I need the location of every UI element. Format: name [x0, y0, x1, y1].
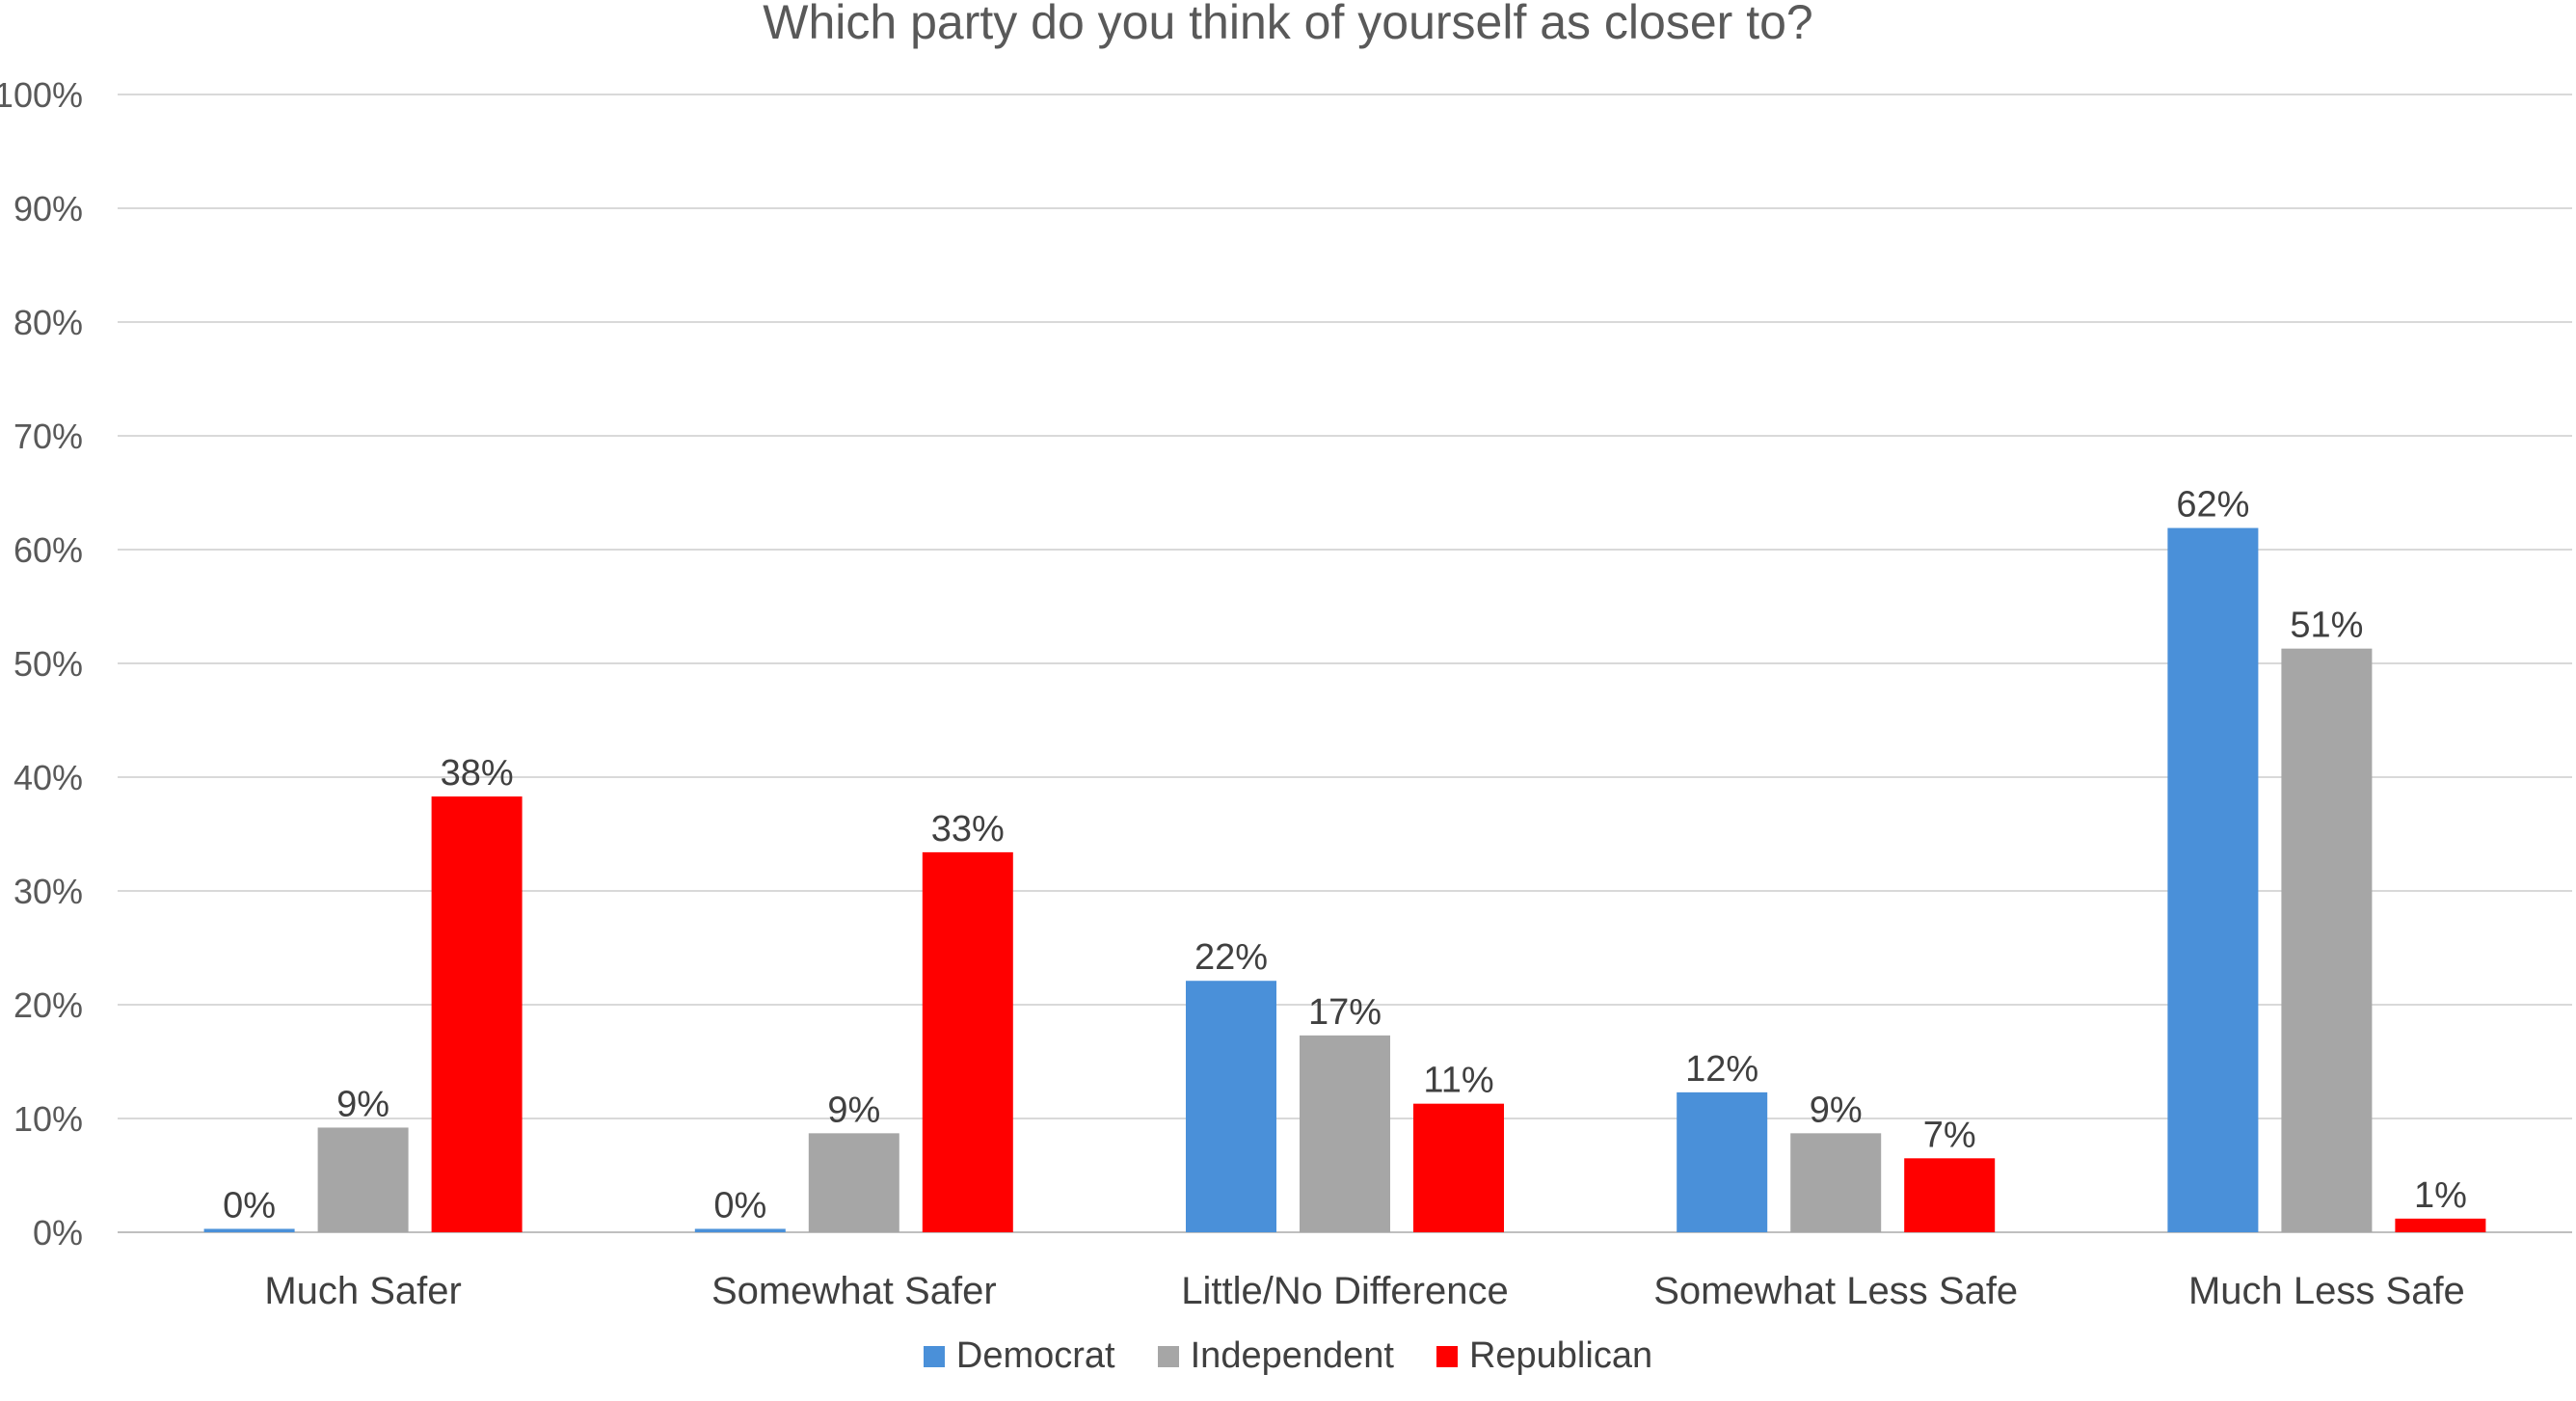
x-tick-label: Much Less Safe [2188, 1270, 2465, 1312]
x-tick-label: Little/No Difference [1181, 1270, 1508, 1312]
legend-entry: Independent [1157, 1335, 1394, 1377]
data-label: 33% [931, 809, 1005, 849]
legend-label: Democrat [955, 1335, 1115, 1376]
bar [317, 1127, 409, 1232]
bar [1677, 1091, 1768, 1232]
data-label: 0% [713, 1185, 766, 1226]
data-label: 9% [1810, 1090, 1863, 1130]
bar [2281, 648, 2373, 1232]
legend-label: Independent [1190, 1335, 1394, 1376]
bar [694, 1228, 786, 1232]
bar [808, 1133, 899, 1232]
bar [2167, 527, 2259, 1232]
data-label: 7% [1923, 1115, 1976, 1155]
y-tick-label: 70% [13, 417, 83, 456]
legend-swatch [1436, 1345, 1458, 1367]
data-label: 12% [1685, 1049, 1758, 1090]
chart-plot: 0% 10% 20% 30% 40% 50% 60% 70% 80% 90% 100% 0% 9% 38%… [0, 75, 2572, 1312]
data-label: 9% [336, 1084, 389, 1124]
x-tick-label: Much Safer [264, 1270, 462, 1312]
x-tick-label: Somewhat Safer [711, 1270, 997, 1312]
chart-title: Which party do you think of yourself as … [763, 0, 1813, 49]
bar [1904, 1158, 1996, 1232]
data-label: 11% [1423, 1061, 1493, 1101]
bar [1300, 1035, 1390, 1232]
bar [1413, 1103, 1504, 1232]
bar [1790, 1133, 1882, 1232]
data-label: 0% [223, 1185, 276, 1226]
y-tick-label: 80% [13, 303, 83, 342]
bar [2395, 1218, 2486, 1232]
y-tick-label: 20% [13, 985, 83, 1025]
data-label: 51% [2290, 606, 2363, 646]
bar [431, 796, 523, 1232]
data-label: 38% [441, 753, 514, 794]
data-label: 62% [2176, 485, 2249, 525]
x-tick-label: Somewhat Less Safe [1653, 1270, 2018, 1312]
y-tick-label: 90% [13, 189, 83, 229]
data-label: 22% [1194, 937, 1268, 978]
legend-entry: Democrat [923, 1335, 1115, 1377]
data-label: 17% [1308, 992, 1382, 1033]
legend-label: Republican [1468, 1335, 1653, 1376]
legend-entry: Republican [1436, 1335, 1652, 1377]
bar [1186, 981, 1276, 1232]
legend: Democrat Independent Republican [0, 1335, 2576, 1377]
bar [203, 1228, 295, 1232]
data-label: 1% [2414, 1175, 2467, 1216]
y-tick-label: 30% [13, 872, 83, 911]
y-tick-label: 100% [0, 75, 83, 115]
y-tick-label: 10% [13, 1099, 83, 1139]
legend-swatch [923, 1345, 945, 1367]
data-label: 9% [827, 1090, 880, 1130]
y-tick-label: 40% [13, 758, 83, 797]
y-tick-label: 0% [33, 1213, 83, 1253]
bar [922, 851, 1013, 1232]
y-tick-label: 60% [13, 530, 83, 570]
y-tick-label: 50% [13, 644, 83, 684]
legend-swatch [1157, 1345, 1179, 1367]
